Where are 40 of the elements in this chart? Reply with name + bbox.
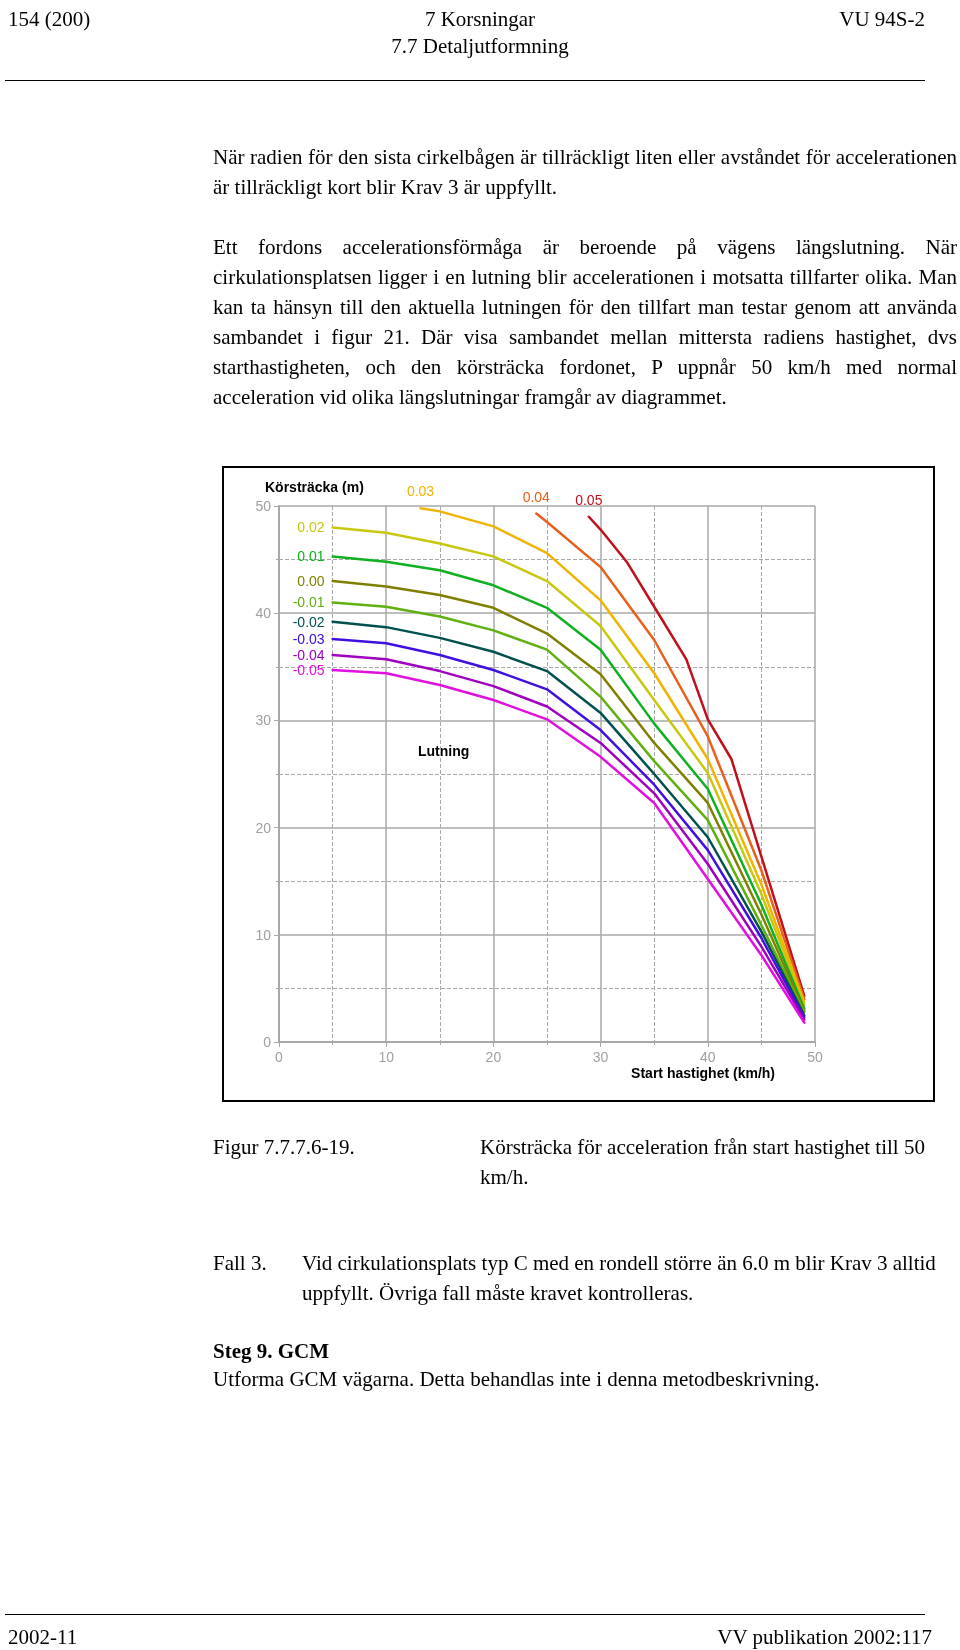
text: Figur 7.7.7.6-19. [213, 1134, 356, 1161]
series-label: -0.05 [292, 662, 325, 679]
series-label: 0.00 [297, 573, 325, 590]
x-tick-label: 0 [275, 1049, 284, 1065]
y-tick-label: 0 [263, 1034, 272, 1050]
text: 7.7 Detaljutformning [390, 33, 570, 60]
x-tick-label: 20 [485, 1049, 502, 1065]
text: 154 (200) [8, 6, 92, 33]
series-label: -0.03 [292, 630, 325, 647]
y-tick-label: 20 [255, 819, 272, 836]
series-label: 0.02 [297, 519, 325, 536]
series-label: -0.01 [292, 594, 325, 611]
text: VU 94S-2 [838, 6, 925, 33]
x-tick-label: 40 [700, 1049, 716, 1065]
series-label: -0.02 [292, 613, 325, 630]
text: Körsträcka för acceleration från start hastighet till 50 km/h. [480, 1134, 926, 1191]
x-tick-label: 50 [807, 1049, 823, 1065]
text: VV publikation 2002:117 [716, 1624, 932, 1650]
text: Fall 3. [213, 1250, 268, 1277]
series-label: 0.04 [522, 488, 551, 505]
legend-title: Lutning [418, 743, 470, 759]
series-label: 0.05 [575, 491, 603, 508]
y-tick-label: 50 [255, 498, 272, 514]
series-label: 0.03 [406, 483, 435, 500]
y-tick-label: 10 [255, 926, 272, 943]
series-label: -0.04 [292, 647, 325, 664]
x-tick-label: 10 [378, 1049, 395, 1065]
text: 7 Korsningar [423, 6, 537, 33]
text: Ett fordons accelerationsförmåga är beroende på vägens längslutning. När cirkulationsplatsen ligger i en lutning blir accelerationen i motsatta tillfarter olika. Man kan ta hänsyn till den aktuella lutningen för den tillfart man testar genom att använda sambandet i figur 21. Där visa sambandet mellan mittersta radiens hastighet, dvs starthastigheten, och den körsträcka fordonet, P uppnår 50 km/h med normal acceleration vid olika längslutningar framgår av diagrammet. [213, 234, 957, 411]
text: Utforma GCM vägarna. Detta behandlas inte i denna metodbeskrivning. [213, 1366, 821, 1393]
x-axis-title: Start hastighet (km/h) [631, 1065, 775, 1081]
text: 2002-11 [8, 1624, 79, 1650]
y-tick-label: 30 [255, 712, 272, 729]
text: Vid cirkulationsplats typ C med en rondell större än 6.0 m blir Krav 3 alltid uppfyllt. Övriga fall måste kravet kontrolleras. [302, 1250, 937, 1307]
series-label: 0.01 [297, 548, 325, 565]
y-axis-title: Körsträcka (m) [265, 479, 364, 495]
x-tick-label: 30 [592, 1049, 609, 1065]
text: Steg 9. GCM [213, 1338, 331, 1365]
text: När radien för den sista cirkelbågen är tillräckligt liten eller avståndet för accelerationen är tillräckligt kort blir Krav 3 är uppfyllt. [213, 144, 957, 201]
y-tick-label: 40 [255, 605, 272, 622]
